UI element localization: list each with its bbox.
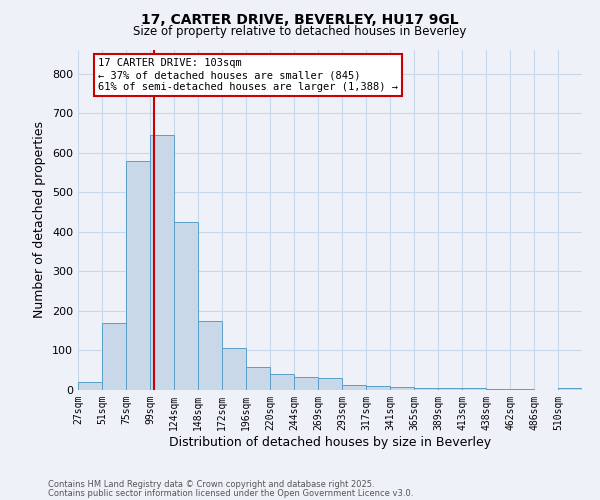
Bar <box>438 388 462 390</box>
Text: Contains public sector information licensed under the Open Government Licence v3: Contains public sector information licen… <box>48 488 413 498</box>
Bar <box>246 368 270 390</box>
Bar <box>150 135 174 390</box>
Bar <box>462 388 486 390</box>
Bar <box>270 374 294 390</box>
Bar <box>222 348 246 390</box>
Bar <box>174 222 198 390</box>
Bar <box>390 387 414 390</box>
Bar <box>510 389 534 390</box>
Bar <box>318 378 342 390</box>
Text: 17 CARTER DRIVE: 103sqm
← 37% of detached houses are smaller (845)
61% of semi-d: 17 CARTER DRIVE: 103sqm ← 37% of detache… <box>98 58 398 92</box>
Bar <box>102 323 126 390</box>
Bar <box>558 388 582 390</box>
Bar <box>78 382 102 390</box>
Bar <box>414 388 438 390</box>
Bar <box>198 321 222 390</box>
Text: 17, CARTER DRIVE, BEVERLEY, HU17 9GL: 17, CARTER DRIVE, BEVERLEY, HU17 9GL <box>141 12 459 26</box>
X-axis label: Distribution of detached houses by size in Beverley: Distribution of detached houses by size … <box>169 436 491 448</box>
Bar <box>366 386 390 390</box>
Y-axis label: Number of detached properties: Number of detached properties <box>34 122 46 318</box>
Bar <box>486 389 510 390</box>
Text: Contains HM Land Registry data © Crown copyright and database right 2025.: Contains HM Land Registry data © Crown c… <box>48 480 374 489</box>
Bar <box>294 377 318 390</box>
Bar <box>342 385 366 390</box>
Bar <box>126 160 150 390</box>
Text: Size of property relative to detached houses in Beverley: Size of property relative to detached ho… <box>133 25 467 38</box>
